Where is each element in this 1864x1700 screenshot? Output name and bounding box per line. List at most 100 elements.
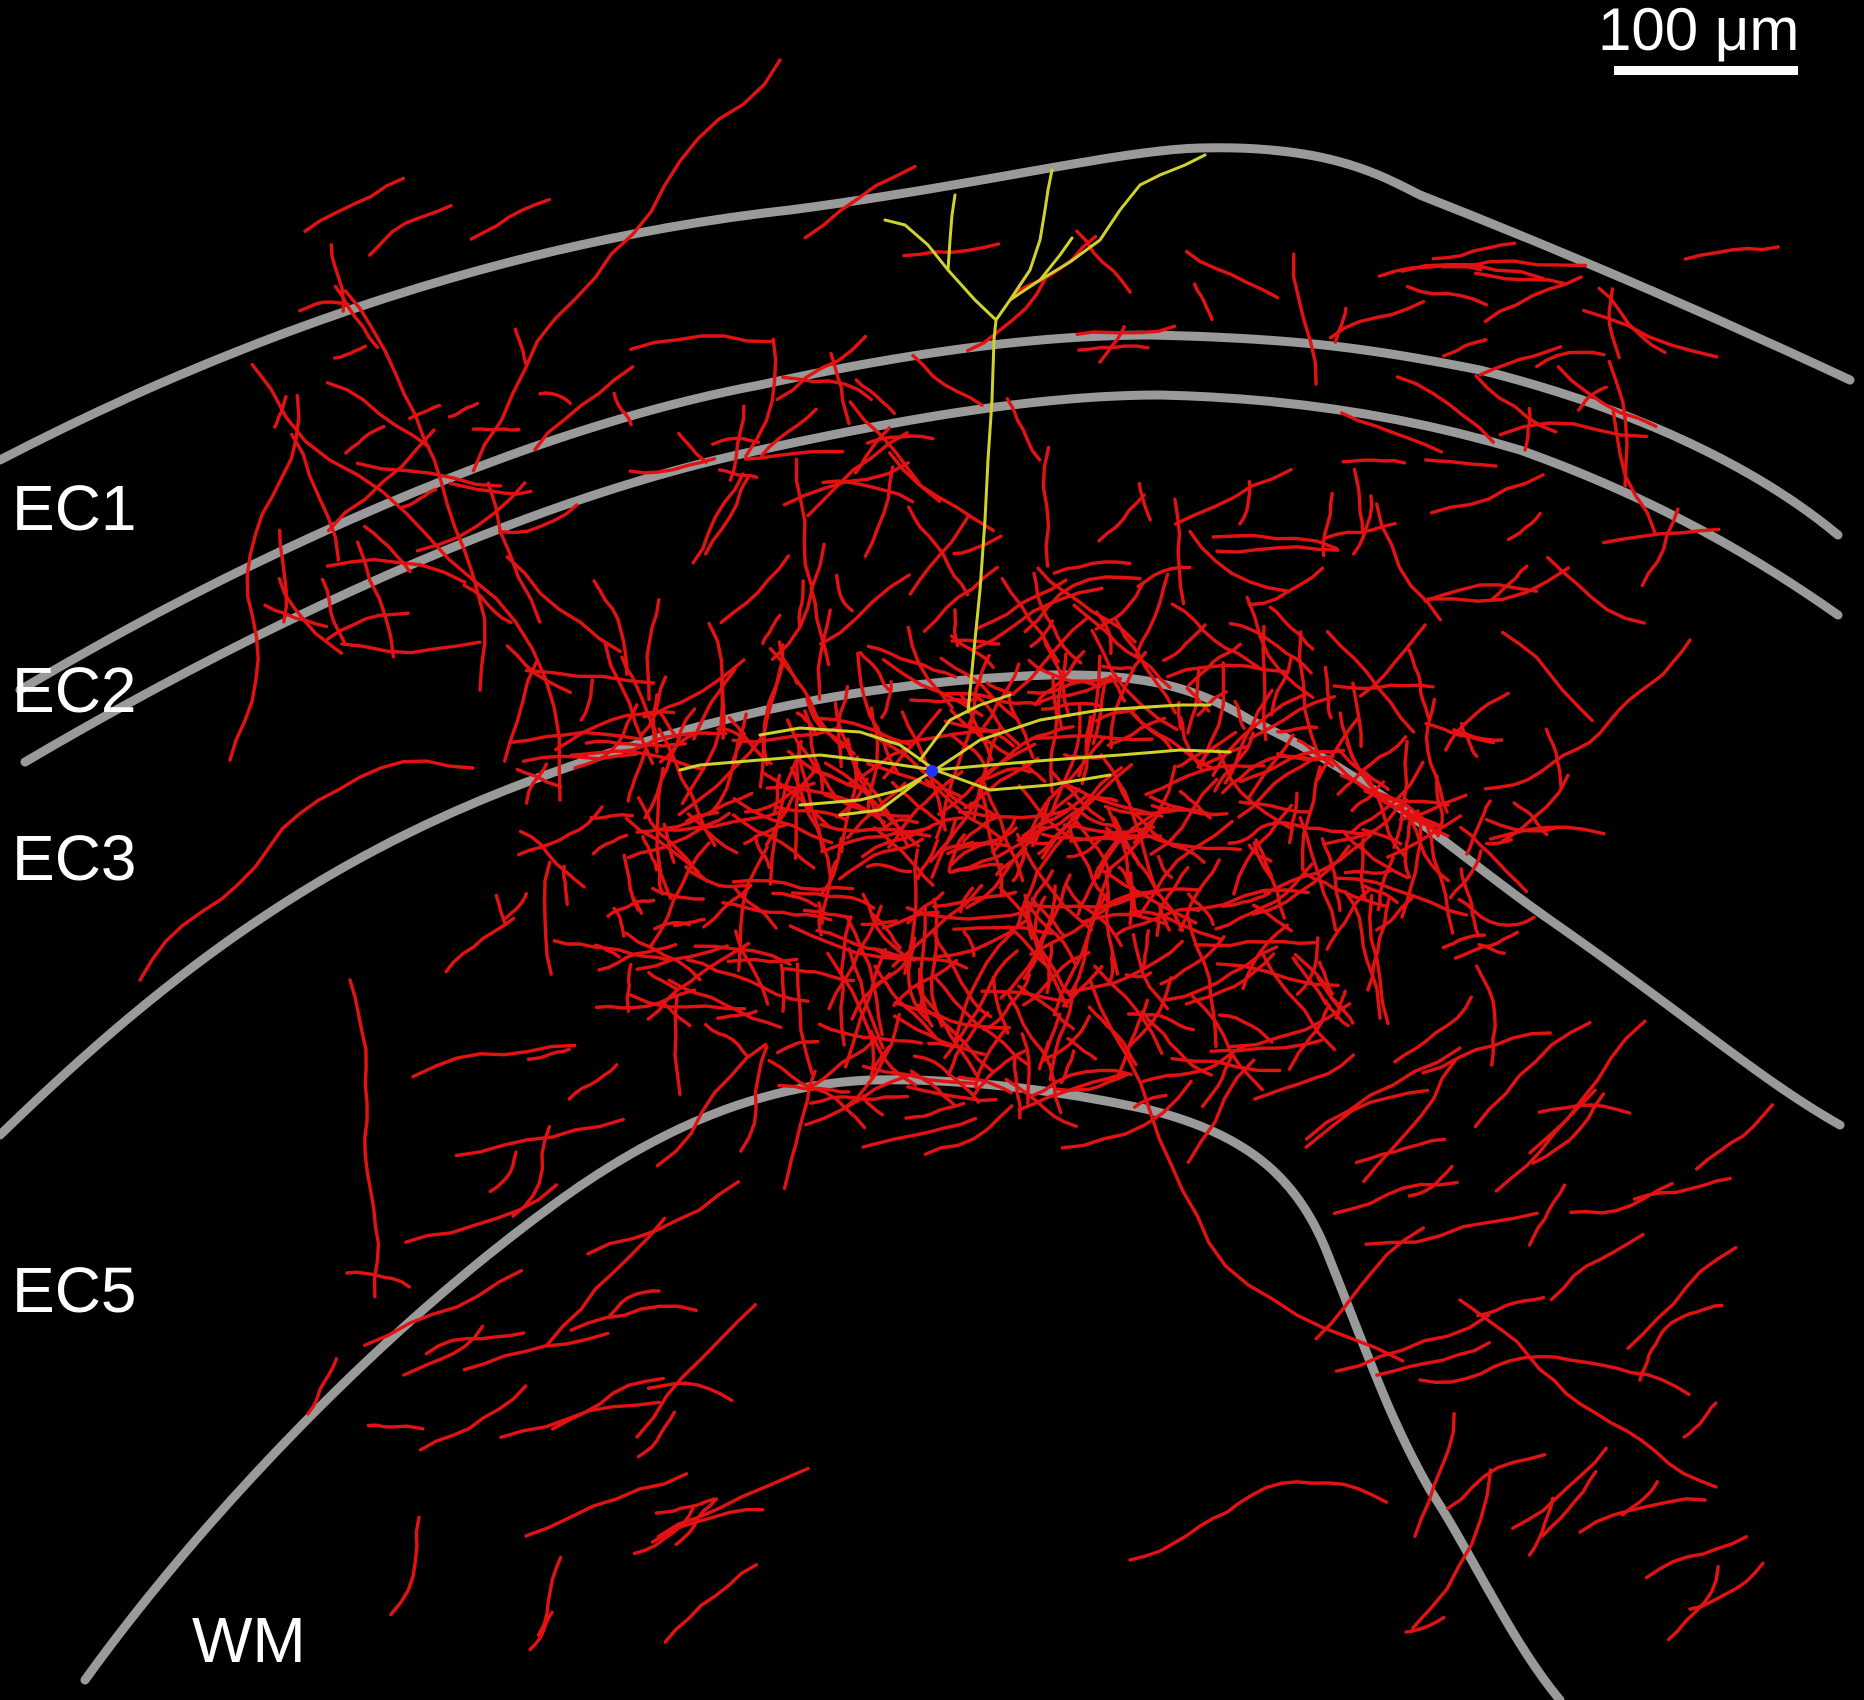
- axon-segment: [1030, 734, 1154, 742]
- axon-segment: [1445, 1453, 1547, 1511]
- axon-segment: [363, 1269, 523, 1347]
- axon-segment: [1459, 825, 1529, 894]
- axon-segment: [1052, 560, 1132, 575]
- axon-segment: [892, 958, 959, 1007]
- axon-segment: [1531, 1092, 1606, 1165]
- axon-segment: [1098, 325, 1126, 364]
- axon-segment: [785, 718, 838, 799]
- axon-segment: [498, 503, 579, 535]
- axon-segment: [813, 716, 912, 747]
- axon-segment: [848, 400, 942, 503]
- axon-segment: [401, 487, 438, 509]
- axon-segment: [462, 1331, 610, 1372]
- axon-segment: [1352, 494, 1374, 556]
- axon-segment: [1191, 994, 1264, 1092]
- axon-segment: [404, 1183, 559, 1244]
- axon-segment: [791, 891, 876, 910]
- axon-segment: [1528, 1019, 1647, 1155]
- axon-segment: [1541, 1470, 1598, 1538]
- axon-segment: [1162, 623, 1207, 662]
- axon-segment: [704, 475, 750, 556]
- axon-segment: [524, 1472, 689, 1538]
- axon-segment: [854, 378, 896, 415]
- axon-segment: [922, 565, 999, 633]
- axon-segment: [1007, 993, 1063, 1115]
- axon-segment: [977, 783, 1004, 895]
- axon-segment: [505, 555, 622, 654]
- axon-segment: [1403, 817, 1413, 879]
- axon-segment: [865, 434, 935, 445]
- axon-segment: [627, 811, 731, 860]
- axon-segment: [663, 1002, 692, 1028]
- axon-segment: [1429, 473, 1545, 515]
- axon-segment: [1115, 619, 1177, 715]
- axon-segment: [1392, 740, 1409, 849]
- axon-segment: [1159, 935, 1226, 986]
- axon-segment: [943, 949, 1019, 1060]
- axon-segment: [277, 528, 288, 624]
- axon-segment: [974, 578, 1068, 631]
- axon-segment: [1082, 912, 1167, 926]
- axon-segment: [635, 944, 729, 971]
- axon-segment: [1166, 663, 1288, 679]
- axon-segment: [1320, 837, 1342, 913]
- axon-segment: [1259, 949, 1337, 1052]
- axon-segment: [1131, 933, 1170, 1011]
- axon-segment: [1025, 900, 1069, 1008]
- axon-segment: [1345, 741, 1407, 859]
- axon-segment: [1506, 511, 1542, 542]
- axon-segment: [1332, 1180, 1459, 1215]
- axon-segment: [1424, 722, 1495, 745]
- axon-segment: [1106, 953, 1115, 986]
- axon-segment: [1393, 995, 1473, 1064]
- axon-segment: [343, 289, 487, 692]
- axon-segment: [1364, 1211, 1539, 1246]
- axon-segment: [912, 1054, 980, 1104]
- axon-segment: [939, 656, 1020, 722]
- axon-segment: [325, 557, 467, 584]
- apical-tuft-branch: [883, 218, 998, 322]
- axon-segment: [1474, 271, 1566, 286]
- axon-segment: [693, 944, 792, 967]
- axon-segment: [1626, 1246, 1738, 1350]
- axon-segment: [569, 1304, 698, 1332]
- axon-segment: [1295, 936, 1320, 996]
- axon-segment: [760, 770, 832, 829]
- axon-segment: [1322, 798, 1408, 846]
- axon-segment: [1030, 897, 1066, 938]
- axon-segment: [655, 1042, 768, 1168]
- axon-segment: [636, 1410, 676, 1459]
- axon-segment: [673, 994, 682, 1096]
- axon-segment: [592, 579, 629, 676]
- axon-segment: [1351, 681, 1363, 748]
- axon-segment: [1173, 467, 1293, 526]
- axon-segment: [306, 1357, 339, 1416]
- axon-segment: [1334, 1313, 1491, 1373]
- axon-segment: [595, 988, 697, 1010]
- axon-segment: [1088, 978, 1405, 1363]
- axon-segment: [552, 939, 672, 963]
- axon-segment: [1245, 595, 1315, 700]
- axon-segment: [790, 766, 832, 877]
- axon-segment: [1109, 651, 1147, 750]
- axon-segment: [1300, 765, 1322, 872]
- axon-segment: [821, 479, 915, 504]
- axon-segment: [1076, 838, 1119, 917]
- axon-segment: [494, 893, 508, 927]
- axon-segment: [719, 554, 791, 625]
- axon-segment: [795, 962, 814, 1075]
- axon-segment: [1238, 800, 1311, 814]
- axon-segment: [1106, 716, 1167, 747]
- axon-segment: [1066, 1036, 1098, 1061]
- axon-segment: [1176, 700, 1183, 731]
- axon-segment: [533, 365, 635, 452]
- axon-segment: [505, 644, 572, 695]
- axon-segment: [744, 337, 778, 458]
- axon-segment: [526, 1047, 571, 1061]
- axon-segment: [866, 762, 962, 798]
- axon-segment: [1407, 1164, 1454, 1198]
- axon-segment: [1448, 849, 1483, 900]
- axon-segment: [1343, 831, 1409, 880]
- axon-segment: [673, 917, 706, 928]
- axon-segment: [591, 833, 629, 856]
